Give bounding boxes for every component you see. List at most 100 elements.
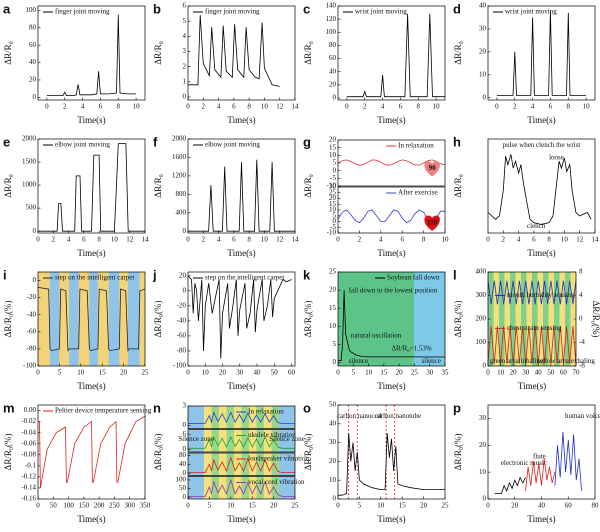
x-tick-label: 8 (247, 103, 251, 111)
y-tick-label: 40 (329, 67, 337, 75)
annotation: pulse when clench the wrist (503, 141, 581, 149)
x-tick-label: 50 (271, 369, 279, 377)
annotation: silence (421, 357, 440, 365)
y-tick-label: 30 (479, 414, 487, 422)
plot-frame (337, 139, 446, 187)
y-tick-label: 20 (329, 286, 337, 294)
background-band (219, 476, 227, 499)
x-tick-label: 4 (217, 103, 221, 111)
y-tick-label: 20 (329, 457, 337, 465)
background-band (554, 272, 560, 366)
plot-frame (187, 476, 296, 500)
y-tick-label: 3 (183, 402, 187, 410)
x-tick-label: 12 (576, 236, 584, 244)
legend-label: Soybean fall down (387, 274, 440, 282)
background-band (559, 272, 565, 366)
series-line (487, 154, 592, 225)
x-tick-label: 0 (186, 369, 190, 377)
panel: 0 2 4 6 8 10 12 14 pulse when clench the wrist lo… (453, 134, 599, 258)
panel: 0 5 10 15 20 25 30 35 0 5 10 15 20 25 Soybean fall dow… (303, 267, 449, 391)
y-tick-label: 20 (29, 76, 37, 84)
x-tick-label: 6 (400, 236, 404, 244)
legend-label: loudspeaker vibration (248, 455, 309, 463)
x-tick-label: 10 (77, 369, 85, 377)
x-tick-label: 20 (511, 502, 519, 510)
series-line (188, 15, 280, 87)
annotation: carbon nanotube (375, 412, 421, 420)
x-tick-label: 6 (232, 103, 236, 111)
background-band (127, 272, 140, 366)
x-tick-label: 14 (292, 103, 300, 111)
y-axis-label: ΔR/R₀(%) (453, 434, 463, 471)
y-tick-label: 0 (183, 227, 187, 235)
y-tick-label: -20 (177, 301, 187, 309)
background-band (256, 429, 264, 452)
series-line (38, 415, 146, 488)
y-tick-label: 40 (179, 460, 187, 468)
x-tick-label: 25 (442, 502, 450, 510)
background-band (241, 429, 249, 452)
x-tick-label: 0 (186, 236, 190, 244)
y-tick-label: 0 (33, 276, 37, 284)
x-tick-label: 8 (547, 236, 551, 244)
panel-label: e (3, 134, 10, 149)
y-tick-label: 60 (329, 54, 337, 62)
x-tick-label: 20 (120, 369, 128, 377)
x-tick-label: 15 (249, 502, 257, 510)
x-axis-label: Time(s) (518, 381, 546, 391)
legend-label: vocal cord vibration (248, 478, 305, 486)
x-tick-label: 20 (420, 502, 428, 510)
annotation: clench (527, 222, 546, 230)
series-line (525, 458, 556, 491)
background-band (493, 272, 499, 366)
panel: 0 6 ukulele vibration (183, 429, 296, 453)
x-tick-label: 6 (99, 103, 103, 111)
plot-frame (37, 138, 146, 234)
x-tick-label: 50 (547, 369, 555, 377)
background-band (241, 453, 249, 476)
background-band (543, 272, 549, 366)
plot-frame (187, 452, 296, 476)
background-band (219, 429, 227, 452)
plot-frame (487, 5, 596, 101)
plot-frame (187, 138, 296, 234)
y-axis-label: ΔR/R₀ (453, 41, 463, 64)
series-line (188, 478, 295, 497)
annotation: silence (349, 357, 368, 365)
background-band (570, 272, 576, 366)
y-tick-label: -60 (27, 327, 37, 335)
y-tick-label: 60 (29, 41, 37, 49)
y-tick-label: 15 (329, 200, 337, 208)
legend-label: step on the intelligent carpet (55, 274, 134, 282)
y-tick-label: 100 (326, 28, 337, 36)
y-tick-label: 40 (329, 419, 337, 427)
background-band (248, 453, 257, 476)
legend-label: elbow joint moving (205, 141, 260, 149)
y2-tick-label: -4 (579, 338, 585, 346)
y-tick-label: 0 (183, 445, 187, 453)
x-axis-label: Time(s) (227, 248, 255, 258)
y-tick-label: 300 (476, 291, 487, 299)
y-tick-label: 20 (329, 80, 337, 88)
panel-label: j (152, 267, 157, 282)
x-tick-label: 350 (140, 502, 151, 510)
y-axis-label: ΔR/R₀ (453, 174, 463, 197)
x-tick-label: 0 (36, 236, 40, 244)
background-band (278, 453, 295, 476)
y-tick-label: -80 (27, 345, 37, 353)
legend-label: finger joint moving (55, 8, 110, 16)
legend-label: step on the intelligent carpet (205, 274, 284, 282)
x-tick-label: 2 (502, 236, 506, 244)
x-tick-label: 0 (186, 502, 190, 510)
x-tick-label: 0 (486, 369, 490, 377)
x-tick-label: 0 (186, 103, 190, 111)
plot-frame (37, 5, 146, 101)
y-tick-label: 0 (33, 227, 37, 235)
background-band (248, 429, 257, 452)
x-tick-label: 30 (426, 369, 434, 377)
y-tick-label: 1000 (22, 181, 37, 189)
